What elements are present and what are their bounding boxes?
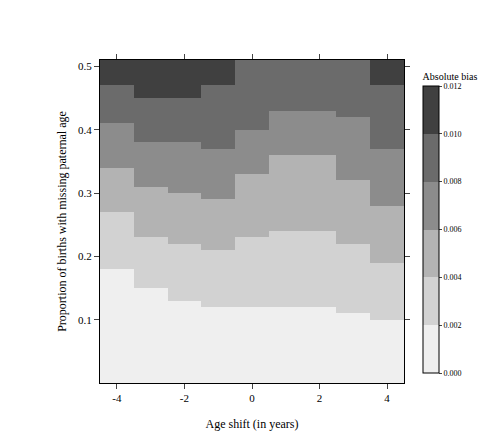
svg-text:0.3: 0.3 bbox=[78, 187, 92, 199]
svg-text:0.012: 0.012 bbox=[444, 82, 462, 91]
svg-text:0.002: 0.002 bbox=[444, 321, 462, 330]
svg-text:0.006: 0.006 bbox=[444, 225, 462, 234]
svg-text:0.004: 0.004 bbox=[444, 273, 462, 282]
svg-text:-4: -4 bbox=[112, 392, 122, 404]
svg-text:0.2: 0.2 bbox=[78, 250, 92, 262]
svg-text:4: 4 bbox=[384, 392, 390, 404]
svg-text:Age shift (in years): Age shift (in years) bbox=[206, 417, 299, 431]
svg-text:0: 0 bbox=[249, 392, 255, 404]
svg-text:Proportion of births with miss: Proportion of births with missing patern… bbox=[55, 111, 69, 332]
svg-text:0.000: 0.000 bbox=[444, 369, 462, 378]
svg-text:0.5: 0.5 bbox=[78, 60, 92, 72]
svg-text:0.010: 0.010 bbox=[444, 130, 462, 139]
svg-text:-2: -2 bbox=[180, 392, 189, 404]
svg-text:0.008: 0.008 bbox=[444, 177, 462, 186]
svg-text:0.1: 0.1 bbox=[78, 314, 92, 326]
svg-text:0.4: 0.4 bbox=[78, 124, 92, 136]
svg-text:2: 2 bbox=[317, 392, 323, 404]
svg-text:Absolute bias: Absolute bias bbox=[423, 71, 478, 82]
